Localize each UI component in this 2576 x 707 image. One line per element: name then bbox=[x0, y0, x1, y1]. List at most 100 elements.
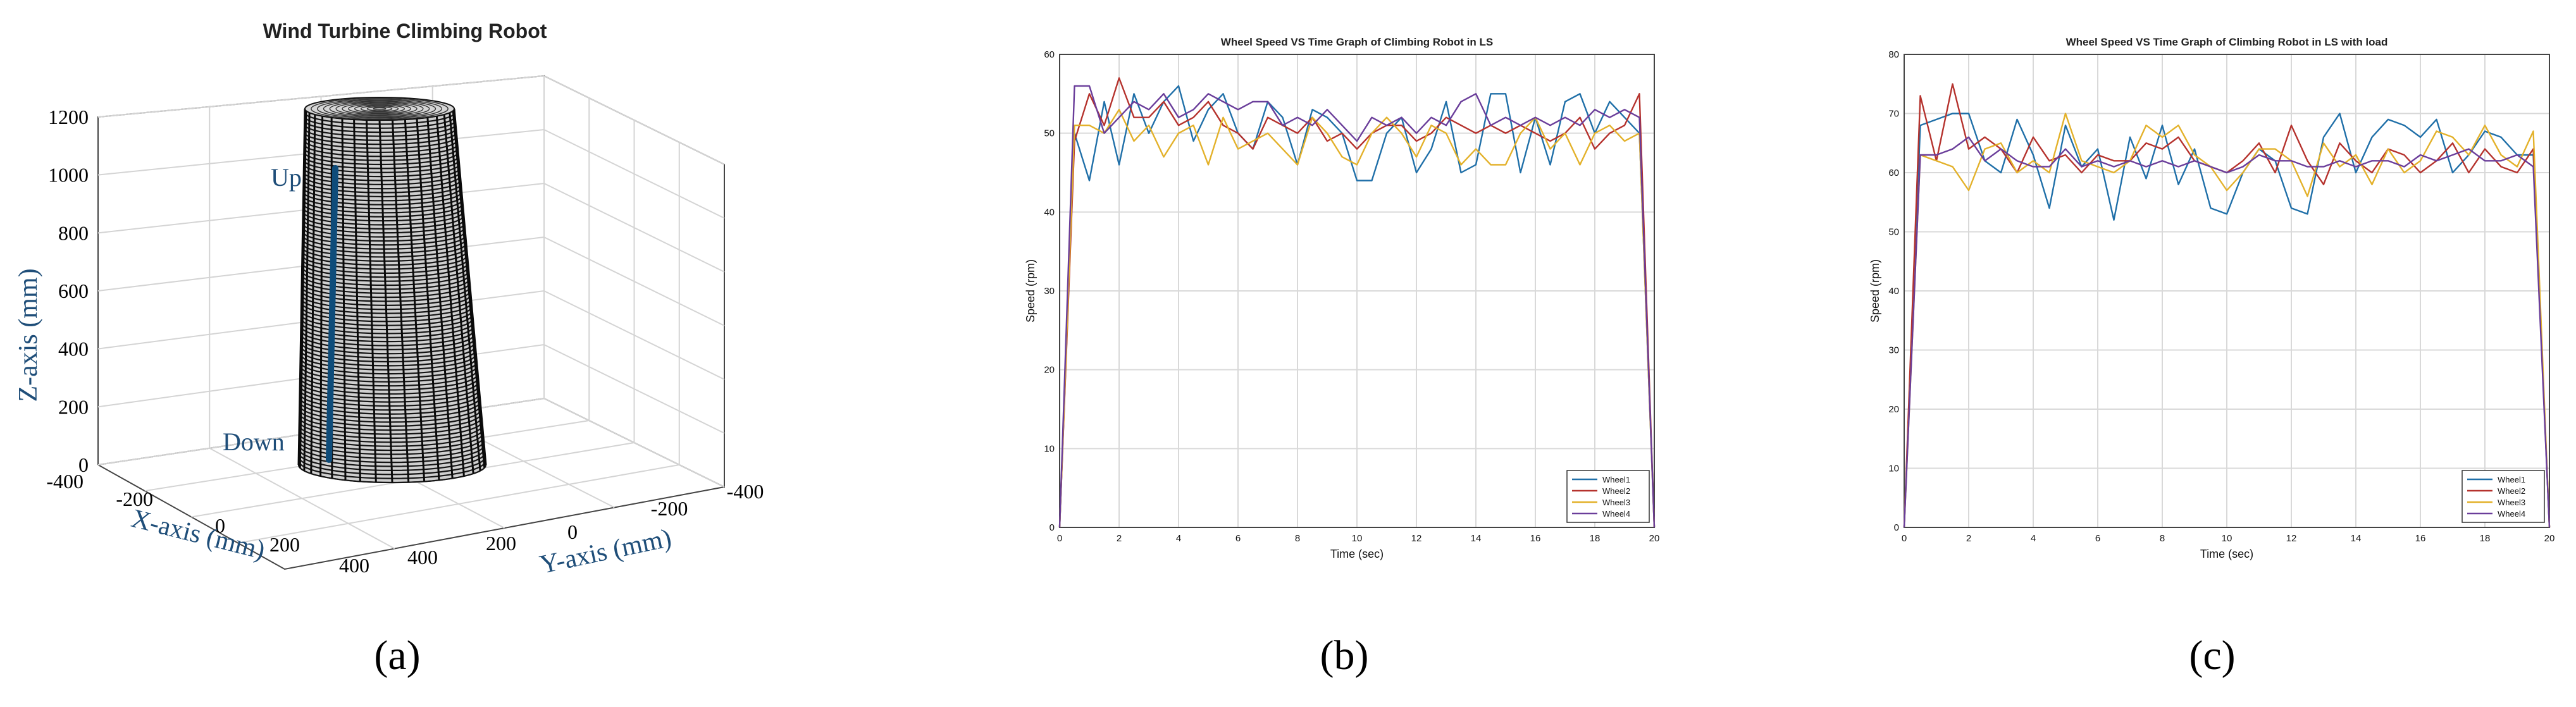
z-axis-label: Z-axis (mm) bbox=[14, 268, 43, 402]
y-axis-label: Speed (rpm) bbox=[1869, 259, 1881, 323]
subfigure-label-a: (a) bbox=[374, 632, 420, 679]
cylinder-top-ring bbox=[335, 101, 424, 116]
x-tick-label: 18 bbox=[1590, 533, 1601, 544]
x-axis-label: Time (sec) bbox=[1330, 548, 1384, 560]
cylinder-top-ring bbox=[360, 105, 399, 113]
x-tick-label: 4 bbox=[1176, 533, 1181, 544]
series-line-wheel4 bbox=[1058, 85, 1656, 528]
series-line-wheel2 bbox=[1058, 77, 1656, 528]
x-tick-label: 0 bbox=[1902, 533, 1907, 544]
z-tick-label: 1200 bbox=[48, 106, 89, 128]
annotation-down: Down bbox=[223, 427, 285, 456]
x-tick-label: 200 bbox=[269, 533, 300, 556]
x-axis-label: X-axis (mm) bbox=[128, 504, 268, 565]
x-tick-label: 2 bbox=[1966, 533, 1971, 544]
z-tick-label: 1000 bbox=[48, 164, 89, 187]
panel-b-line-chart: Wheel Speed VS Time Graph of Climbing Ro… bbox=[1024, 36, 1659, 560]
legend-label: Wheel1 bbox=[2498, 475, 2525, 484]
cylinder-meridian bbox=[366, 120, 377, 483]
x-tick-label: 10 bbox=[1352, 533, 1363, 544]
y-tick-label: 50 bbox=[1044, 128, 1055, 139]
x-tick-label: 18 bbox=[2480, 533, 2491, 544]
cylinder-meridian bbox=[310, 114, 316, 474]
y-tick-label: 20 bbox=[1888, 404, 1899, 415]
x-tick-label: 12 bbox=[1411, 533, 1422, 544]
cylinder-top-ring bbox=[354, 104, 406, 113]
cylinder-meridian bbox=[319, 116, 324, 477]
cylinder-meridian bbox=[426, 117, 454, 479]
series-line-wheel4 bbox=[1903, 136, 2551, 528]
y-tick-label: 0 bbox=[567, 520, 578, 543]
subfigure-label-c: (c) bbox=[2189, 632, 2235, 679]
cylinder-meridian bbox=[416, 118, 440, 481]
x-tick-label: 2 bbox=[1117, 533, 1122, 544]
y-tick-label: 60 bbox=[1044, 49, 1055, 60]
x-tick-label: 0 bbox=[1057, 533, 1062, 544]
z-tick-label: 200 bbox=[58, 395, 89, 418]
legend-label: Wheel2 bbox=[1602, 486, 1630, 496]
x-tick-label: 4 bbox=[2031, 533, 2036, 544]
legend-label: Wheel1 bbox=[1602, 475, 1630, 484]
title-a: Wind Turbine Climbing Robot bbox=[263, 20, 547, 42]
y-tick-label: 10 bbox=[1888, 464, 1899, 474]
series-line-wheel1 bbox=[1903, 113, 2551, 528]
y-tick-label: 50 bbox=[1888, 227, 1899, 238]
y-tick-label: 10 bbox=[1044, 443, 1055, 454]
grid-line bbox=[238, 464, 679, 544]
cylinder-meridian bbox=[435, 116, 465, 477]
y-axis-label: Speed (rpm) bbox=[1024, 259, 1037, 323]
cylinder-top-ring bbox=[329, 101, 430, 117]
z-tick-label: 0 bbox=[78, 453, 89, 476]
x-tick-label: 400 bbox=[339, 554, 369, 577]
x-tick-label: 16 bbox=[2415, 533, 2426, 544]
x-tick-label: 20 bbox=[2544, 533, 2555, 544]
cylinder-top-ring bbox=[348, 103, 411, 114]
cylinder-meridian bbox=[297, 108, 306, 465]
cylinder-meridian bbox=[452, 110, 486, 468]
plot-frame bbox=[1059, 54, 1655, 528]
x-tick-label: 6 bbox=[2095, 533, 2100, 544]
y-tick-label: 70 bbox=[1888, 109, 1899, 120]
x-tick-label: -200 bbox=[116, 488, 153, 510]
y-ticks: -400 -200 0 200 400 bbox=[407, 480, 764, 569]
legend-label: Wheel4 bbox=[2498, 509, 2525, 519]
tower-cylinder bbox=[297, 97, 487, 484]
cylinder-top-ring bbox=[311, 97, 449, 120]
cylinder-top-ring bbox=[342, 102, 418, 115]
legend-label: Wheel2 bbox=[2498, 486, 2525, 496]
y-tick-label: 0 bbox=[1894, 522, 1899, 533]
panel-a-3d-plot: Wind Turbine Climbing Robot Up Down 0 200… bbox=[14, 20, 764, 580]
cylinder-meridian bbox=[353, 119, 361, 482]
y-tick-label: -400 bbox=[727, 480, 764, 503]
z-tick-label: 400 bbox=[58, 338, 89, 360]
cylinder-top-ring bbox=[323, 99, 437, 118]
x-tick-label: 14 bbox=[1471, 533, 1482, 544]
y-tick-label: 30 bbox=[1888, 345, 1899, 356]
panel-c-line-chart: Wheel Speed VS Time Graph of Climbing Ro… bbox=[1869, 36, 2554, 560]
y-tick-label: 60 bbox=[1888, 168, 1899, 178]
x-axis-label: Time (sec) bbox=[2200, 548, 2253, 560]
y-tick-label: 80 bbox=[1888, 49, 1899, 60]
x-tick-label: 10 bbox=[2222, 533, 2232, 544]
subfigure-label-b: (b) bbox=[1320, 632, 1369, 679]
x-tick-label: 16 bbox=[1530, 533, 1541, 544]
cylinder-meridian bbox=[378, 120, 393, 483]
y-tick-label: 0 bbox=[1050, 522, 1055, 533]
y-tick-label: 40 bbox=[1888, 286, 1899, 297]
cylinder-meridian bbox=[391, 120, 410, 483]
cylinder-meridian bbox=[453, 108, 487, 465]
x-ticks: -400 -200 0 200 400 bbox=[46, 470, 369, 577]
x-tick-label: 14 bbox=[2351, 533, 2362, 544]
z-tick-label: 800 bbox=[58, 221, 89, 244]
legend-label: Wheel4 bbox=[1602, 509, 1630, 519]
cylinder-meridian bbox=[299, 111, 307, 468]
legend-label: Wheel3 bbox=[2498, 498, 2525, 507]
legend-label: Wheel3 bbox=[1602, 498, 1630, 507]
climbing-path bbox=[326, 164, 338, 463]
y-tick-label: 30 bbox=[1044, 286, 1055, 297]
annotation-up: Up bbox=[271, 163, 302, 192]
cylinder-top bbox=[304, 97, 455, 121]
y-tick-label: 400 bbox=[407, 546, 438, 569]
y-axis-label: Y-axis (mm) bbox=[537, 524, 674, 580]
